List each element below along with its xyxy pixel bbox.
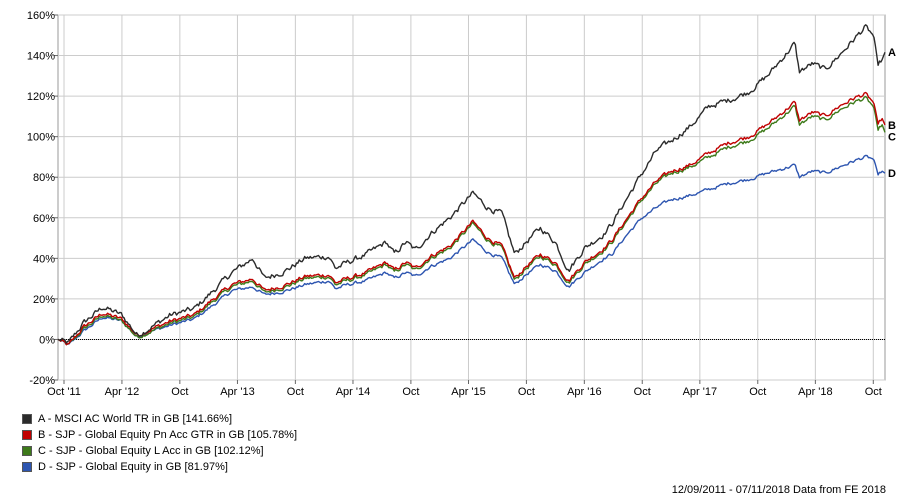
legend-item-a: A - MSCI AC World TR in GB [141.66%]: [22, 411, 297, 427]
performance-chart: 160% 140% 120% 100% 80% 60% 40% 20% 0% -20% Oct '…: [27, 10, 896, 398]
x-tick-label: Oct: [865, 386, 882, 398]
series-line-d: [57, 154, 886, 346]
y-tick-label: 20%: [33, 294, 55, 306]
x-tick-label: Oct '11: [47, 386, 81, 398]
y-tick-label: 160%: [27, 10, 55, 22]
x-tick-label: Apr '15: [451, 386, 486, 398]
series-line-c: [57, 95, 886, 346]
plot-area: [57, 14, 886, 381]
x-tick-label: Apr '12: [105, 386, 140, 398]
x-tick-label: Oct: [634, 386, 651, 398]
series-line-b: [57, 91, 886, 346]
y-tick-label: 100%: [27, 132, 55, 144]
x-tick-label: Apr '13: [220, 386, 255, 398]
x-tick-label: Apr '18: [798, 386, 833, 398]
legend-swatch: [22, 462, 32, 472]
x-tick-label: Apr '14: [336, 386, 371, 398]
legend-swatch: [22, 446, 32, 456]
legend-item-b: B - SJP - Global Equity Pn Acc GTR in GB…: [22, 427, 297, 443]
series-lines: [57, 24, 886, 346]
x-tick-label: Oct: [749, 386, 766, 398]
y-tick-label: 80%: [33, 172, 55, 184]
legend-label: D - SJP - Global Equity in GB [81.97%]: [38, 461, 228, 473]
series-end-labels: A BC D: [888, 47, 896, 180]
legend: A - MSCI AC World TR in GB [141.66%] B - …: [22, 411, 297, 475]
y-tick-label: 60%: [33, 213, 55, 225]
y-axis-ticks: 160% 140% 120% 100% 80% 60% 40% 20% 0% -20%: [27, 10, 58, 387]
date-range-footer: 12/09/2011 - 07/11/2018 Data from FE 201…: [671, 484, 886, 496]
legend-item-d: D - SJP - Global Equity in GB [81.97%]: [22, 459, 297, 475]
legend-label: C - SJP - Global Equity L Acc in GB [102…: [38, 445, 264, 457]
y-tick-label: 0%: [39, 334, 55, 346]
y-tick-label: -20%: [29, 375, 55, 387]
x-tick-label: Oct: [171, 386, 188, 398]
series-line-a: [57, 24, 886, 344]
legend-item-c: C - SJP - Global Equity L Acc in GB [102…: [22, 443, 297, 459]
series-end-label-b: B: [888, 120, 896, 132]
x-tick-label: Apr '17: [683, 386, 718, 398]
legend-label: B - SJP - Global Equity Pn Acc GTR in GB…: [38, 429, 298, 441]
series-end-label-c: C: [888, 131, 896, 143]
x-tick-label: Apr '16: [567, 386, 602, 398]
x-tick-label: Oct: [402, 386, 419, 398]
legend-label: A - MSCI AC World TR in GB [141.66%]: [38, 413, 232, 425]
x-tick-label: Oct: [287, 386, 304, 398]
legend-swatch: [22, 414, 32, 424]
series-end-label-a: A: [888, 47, 896, 59]
y-tick-label: 40%: [33, 253, 55, 265]
y-tick-label: 120%: [27, 91, 55, 103]
series-end-label-d: D: [888, 168, 896, 180]
legend-swatch: [22, 430, 32, 440]
x-tick-label: Oct: [518, 386, 535, 398]
x-axis-ticks: Oct '11 Apr '12 Oct Apr '13 Oct Apr '14 Oct Apr…: [47, 380, 882, 398]
y-tick-label: 140%: [27, 51, 55, 63]
